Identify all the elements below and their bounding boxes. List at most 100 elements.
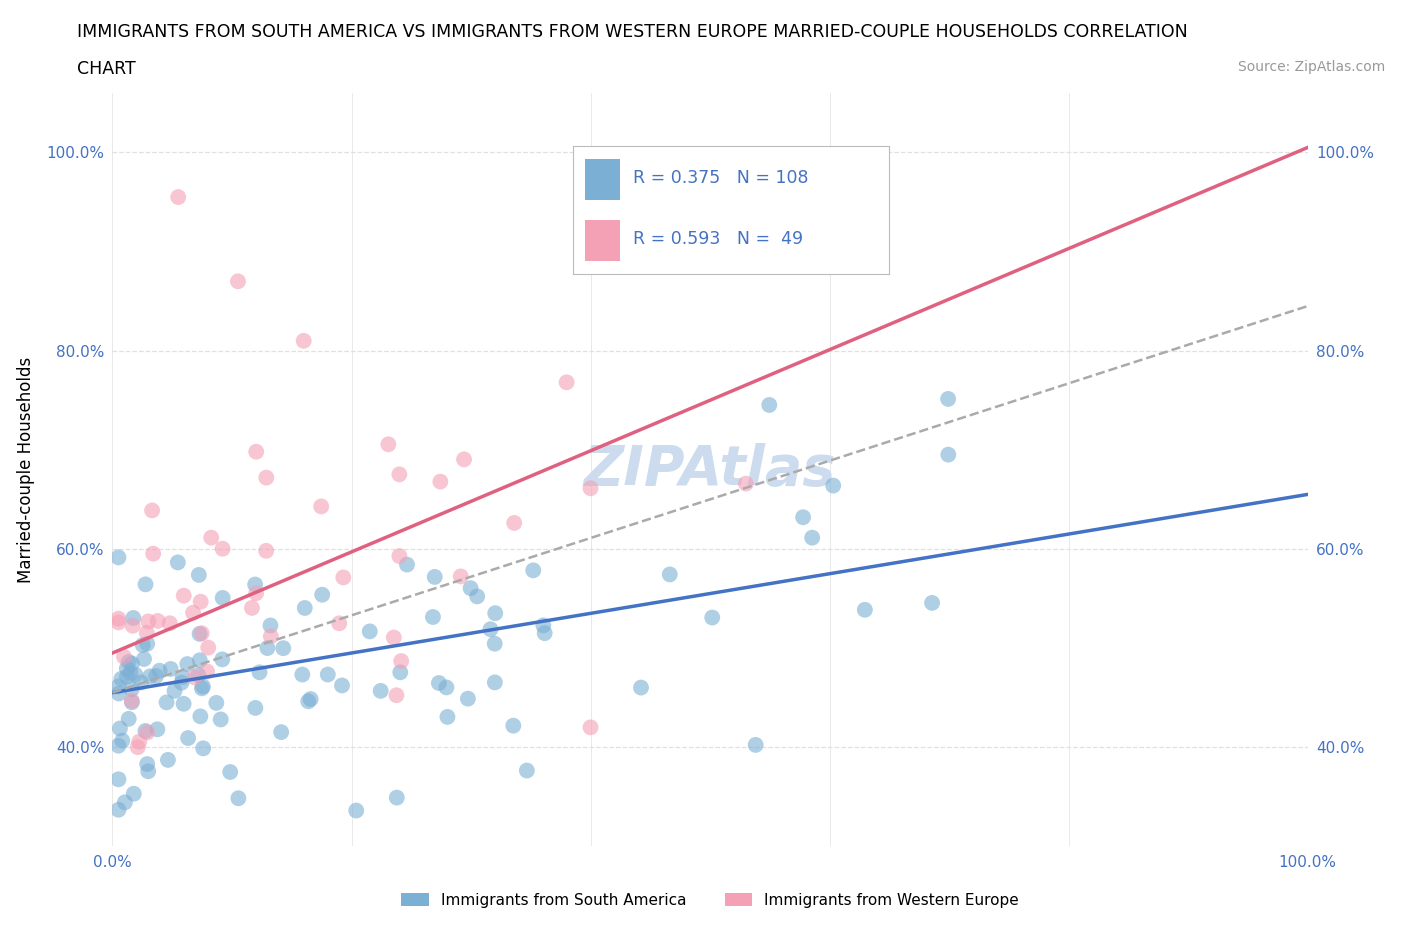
Point xyxy=(170,675,193,690)
Point xyxy=(658,567,681,582)
Point xyxy=(389,654,412,669)
Point xyxy=(136,764,159,778)
Point xyxy=(177,731,200,746)
Point xyxy=(122,610,145,625)
Point xyxy=(297,694,319,709)
Point xyxy=(260,629,283,644)
Point xyxy=(156,752,179,767)
Point xyxy=(332,570,354,585)
Point xyxy=(385,790,408,805)
Point xyxy=(240,601,263,616)
Point xyxy=(159,616,181,631)
Point xyxy=(142,546,165,561)
Point xyxy=(107,803,129,817)
Point xyxy=(167,190,190,205)
Point xyxy=(531,618,554,632)
Point xyxy=(259,618,281,633)
Point xyxy=(292,333,315,348)
Point xyxy=(382,631,405,645)
Text: CHART: CHART xyxy=(77,60,136,78)
Point xyxy=(163,684,186,698)
Point xyxy=(243,578,266,592)
Point xyxy=(256,641,278,656)
Point xyxy=(129,675,152,690)
Point xyxy=(132,638,155,653)
Point xyxy=(141,503,163,518)
Point xyxy=(107,615,129,630)
Point xyxy=(330,678,353,693)
Point xyxy=(166,555,188,570)
Point xyxy=(176,657,198,671)
Point xyxy=(219,764,242,779)
Point xyxy=(245,700,267,715)
Point xyxy=(460,580,482,595)
Text: ZIPAtlas: ZIPAtlas xyxy=(583,443,837,497)
Point xyxy=(115,670,138,684)
Point xyxy=(145,669,167,684)
Point xyxy=(188,653,211,668)
Point xyxy=(388,467,411,482)
Point xyxy=(107,550,129,565)
Point xyxy=(359,624,381,639)
Point xyxy=(191,679,214,694)
Point xyxy=(249,665,271,680)
Point xyxy=(344,804,367,818)
Point xyxy=(484,605,506,620)
Point xyxy=(118,655,141,670)
Point xyxy=(148,663,170,678)
Point xyxy=(205,696,228,711)
Point xyxy=(127,739,149,754)
Point xyxy=(370,684,392,698)
Point xyxy=(121,657,143,671)
Point xyxy=(436,710,458,724)
Point xyxy=(191,681,214,696)
Point xyxy=(115,661,138,676)
Point xyxy=(735,476,758,491)
Point xyxy=(228,790,250,805)
Point xyxy=(172,670,194,684)
Point xyxy=(159,661,181,676)
Point xyxy=(465,589,488,604)
Point xyxy=(533,626,555,641)
Point xyxy=(388,549,411,564)
Point xyxy=(291,667,314,682)
Point xyxy=(270,724,292,739)
Point xyxy=(136,757,159,772)
Point xyxy=(936,392,959,406)
Point xyxy=(128,734,150,749)
Point xyxy=(427,675,450,690)
Point xyxy=(555,375,578,390)
Point xyxy=(108,686,131,701)
Point xyxy=(271,641,294,656)
Point xyxy=(422,609,444,624)
Point xyxy=(792,510,814,525)
Point xyxy=(135,625,157,640)
Point xyxy=(108,721,131,736)
Point xyxy=(146,722,169,737)
Point xyxy=(328,616,350,631)
Point xyxy=(450,569,472,584)
Point xyxy=(107,679,129,694)
Point xyxy=(121,682,143,697)
Point xyxy=(436,680,458,695)
Point xyxy=(522,563,544,578)
Point xyxy=(921,595,943,610)
Point xyxy=(134,577,156,591)
Point xyxy=(107,772,129,787)
Point xyxy=(136,725,159,740)
Point xyxy=(200,530,222,545)
Point xyxy=(479,622,502,637)
Point xyxy=(121,695,143,710)
Point xyxy=(423,569,446,584)
Point xyxy=(134,724,156,738)
Point xyxy=(143,863,166,878)
Point xyxy=(195,664,218,679)
Point xyxy=(132,652,155,667)
Point xyxy=(702,610,724,625)
Point xyxy=(193,741,215,756)
Point xyxy=(187,567,209,582)
Point xyxy=(110,671,132,686)
Point xyxy=(111,733,134,748)
Point xyxy=(823,478,845,493)
Point xyxy=(385,688,408,703)
